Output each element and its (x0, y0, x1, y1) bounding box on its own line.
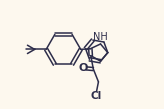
Text: Cl: Cl (91, 91, 102, 101)
Text: NH: NH (92, 32, 107, 42)
Text: O: O (79, 63, 88, 73)
